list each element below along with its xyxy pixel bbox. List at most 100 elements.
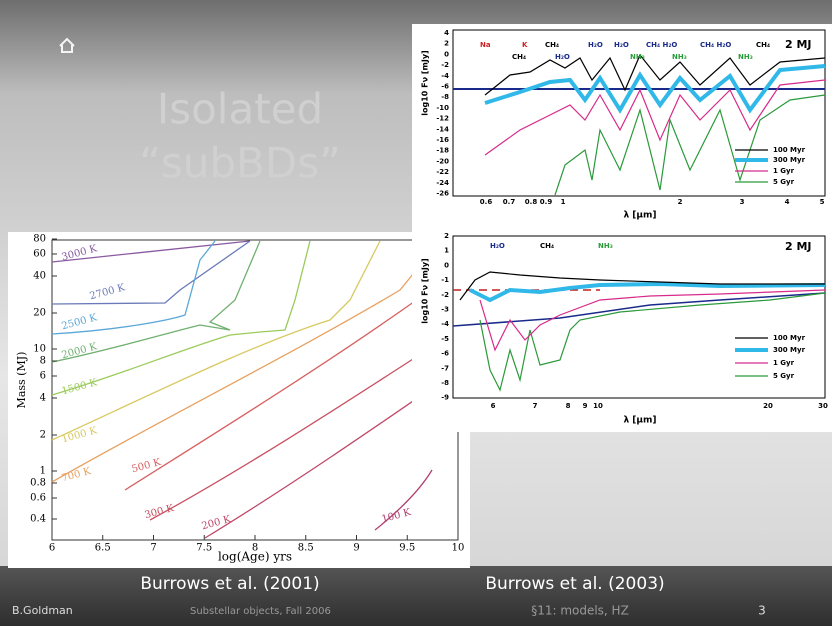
spectrum-5gyr <box>554 94 826 196</box>
y-tick-label: 2 <box>40 430 46 441</box>
footer-section: §11: models, HZ <box>531 604 629 618</box>
y-tick-label: 0.6 <box>30 493 46 504</box>
x-tick-label: 3 <box>740 198 745 206</box>
x-tick-label: 7.5 <box>196 543 212 554</box>
y-tick-label: -12 <box>436 115 449 123</box>
x-tick-label: 6 <box>491 402 496 410</box>
y-tick-label: 20 <box>33 308 46 319</box>
x-tick-label: 30 <box>818 402 828 410</box>
legend-label: 5 Gyr <box>773 372 795 380</box>
x-tick-label: 9.5 <box>399 543 415 554</box>
title-line: Isolated <box>157 85 323 134</box>
y-tick-label: -3 <box>441 306 449 314</box>
feature-label: CH₄ <box>540 242 554 250</box>
feature-label: CH₄ H₂O <box>646 41 677 49</box>
footer-author: B.Goldman <box>12 604 73 617</box>
feature-label: CH₄ <box>545 41 559 49</box>
y-tick-label: -14 <box>436 125 449 133</box>
y-tick-label: -6 <box>441 350 449 358</box>
mass-label: 2 MJ <box>785 38 812 51</box>
legend-label: 300 Myr <box>773 346 806 354</box>
feature-label: H₂O <box>490 242 505 250</box>
y-tick-label: -2 <box>441 291 449 299</box>
feature-label: NH₃ <box>630 53 645 61</box>
y-tick-label: -24 <box>436 179 449 187</box>
footer-band <box>0 566 832 626</box>
feature-label: NH₃ <box>738 53 753 61</box>
feature-label: Na <box>480 41 491 49</box>
feature-label: NH₃ <box>598 242 613 250</box>
legend-label: 100 Myr <box>773 146 806 154</box>
y-tick-label: 10 <box>33 344 46 355</box>
y-axis-label: Mass (MJ) <box>15 352 28 409</box>
left-figure: Mass (MJ) log(Age) yrs <box>8 232 470 568</box>
y-axis-label: log10 Fν [mJy] <box>421 50 430 115</box>
feature-label: K <box>522 41 528 49</box>
x-tick-label: 8 <box>566 402 571 410</box>
feature-label: H₂O <box>588 41 603 49</box>
spectrum-100myr <box>484 53 826 96</box>
x-tick-label: 5 <box>820 198 825 206</box>
y-tick-label: -6 <box>441 83 449 91</box>
x-tick-label: 10 <box>593 402 603 410</box>
feature-label: CH₄ <box>756 41 770 49</box>
y-tick-label: 60 <box>33 249 46 260</box>
y-tick-label: -1 <box>441 276 449 284</box>
x-tick-label: 7 <box>150 543 156 554</box>
y-tick-label: 1 <box>444 247 449 255</box>
bottom-spectrum: log10 Fν [mJy] λ [μm] 2 MJ <box>412 232 832 432</box>
x-tick-label: 7 <box>533 402 538 410</box>
y-tick-label: 4 <box>40 393 46 404</box>
plot-frame <box>452 235 826 399</box>
feature-label: H₂O <box>614 41 629 49</box>
spectrum-1gyr <box>479 289 826 352</box>
x-tick-label: 0.8 <box>525 198 538 206</box>
y-tick-label: -7 <box>441 364 449 372</box>
x-tick-label: 0.6 <box>480 198 493 206</box>
y-tick-label: 0 <box>444 261 449 269</box>
x-tick-label: 2 <box>678 198 683 206</box>
y-tick-label: -9 <box>441 394 449 402</box>
y-tick-label: 2 <box>444 40 449 48</box>
spectrum-5gyr <box>479 292 826 392</box>
footer-course: Substellar objects, Fall 2006 <box>190 606 331 617</box>
feature-label: NH₃ <box>672 53 687 61</box>
top-spectrum: log10 Fν [mJy] λ [μm] 2 MJ <box>412 24 832 232</box>
figure-frame <box>8 232 470 568</box>
x-tick-label: 20 <box>763 402 773 410</box>
y-tick-label: -16 <box>436 136 449 144</box>
x-tick-label: 10 <box>452 543 465 554</box>
spectrum-300myr <box>484 64 826 114</box>
x-tick-label: 0.9 <box>540 198 553 206</box>
x-tick-label: 8.5 <box>298 543 314 554</box>
x-tick-label: 6.5 <box>95 543 111 554</box>
y-tick-label: -8 <box>441 93 449 101</box>
caption: Burrows et al. (2001) <box>140 574 319 594</box>
y-tick-label: 6 <box>40 371 46 382</box>
title-line: “subBDs” <box>139 139 341 188</box>
x-tick-label: 9 <box>583 402 588 410</box>
spectrum-300myr <box>469 281 826 303</box>
y-tick-label: 0 <box>444 50 449 58</box>
y-tick-label: 4 <box>444 29 449 37</box>
blackbody-line <box>452 292 826 327</box>
legend-label: 1 Gyr <box>773 359 795 367</box>
x-tick-label: 8 <box>252 543 258 554</box>
x-axis-label: log(Age) yrs <box>218 550 292 564</box>
y-tick-label: 2 <box>444 232 449 240</box>
y-tick-label: -20 <box>436 157 449 165</box>
y-tick-label: 40 <box>33 271 46 282</box>
home-icon[interactable] <box>59 37 75 53</box>
y-tick-label: -10 <box>436 104 449 112</box>
figure-frame <box>412 24 832 232</box>
spectrum-1gyr <box>484 79 826 156</box>
y-tick-label: -4 <box>441 320 449 328</box>
legend-label: 5 Gyr <box>773 178 795 186</box>
x-axis-label: λ [μm] <box>623 416 656 426</box>
spectrum-100myr <box>459 271 825 301</box>
page-number: 3 <box>758 604 766 618</box>
y-tick-label: 0.4 <box>30 514 46 525</box>
x-tick-label: 4 <box>785 198 790 206</box>
